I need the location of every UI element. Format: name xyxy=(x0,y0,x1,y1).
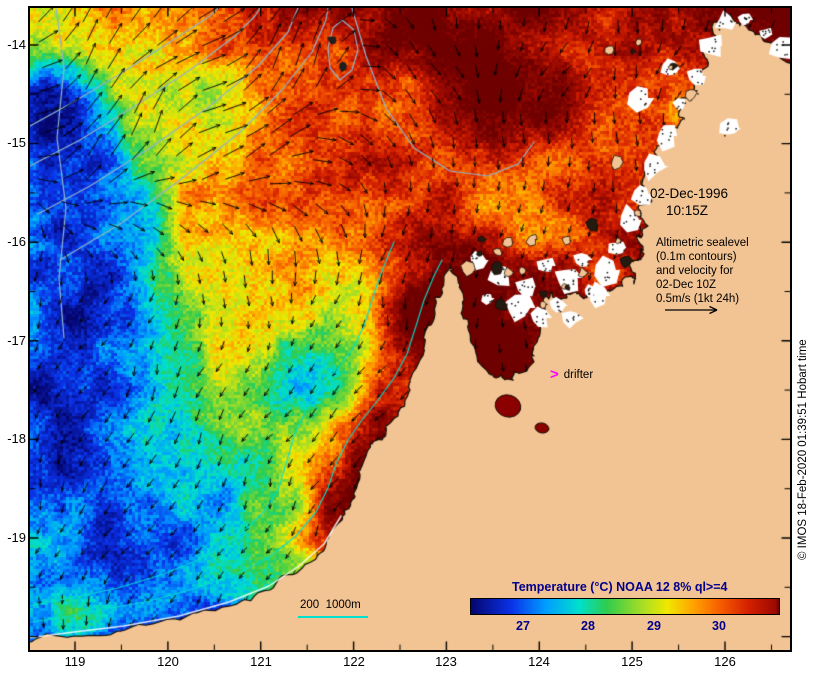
colorbar-tick-label-28: 28 xyxy=(581,619,595,633)
altimetric-line-1: Altimetric sealevel xyxy=(656,237,749,249)
sst-map-canvas xyxy=(30,8,790,650)
temperature-colorbar xyxy=(470,598,780,615)
lon-tick-label: 125 xyxy=(621,654,643,669)
lat-tick-label: -18 xyxy=(7,431,26,446)
lat-tick-label: -19 xyxy=(7,530,26,545)
lat-tick-label: -17 xyxy=(7,333,26,348)
colorbar-tick-label-27: 27 xyxy=(516,619,530,633)
bathymetry-legend-line xyxy=(298,616,368,618)
drifter-label: drifter xyxy=(563,369,594,381)
colorbar-title: Temperature (°C) NOAA 12 8% ql>=4 xyxy=(512,580,728,594)
datetime-annotation: 02-Dec-1996 10:15Z xyxy=(650,185,728,219)
colorbar-tick-label-30: 30 xyxy=(712,619,726,633)
copyright-watermark: © IMOS 18-Feb-2020 01:39:51 Hobart time xyxy=(797,339,809,560)
altimetric-line-5: 0.5m/s (1kt 24h) xyxy=(656,293,740,305)
lon-tick-label: 124 xyxy=(528,654,550,669)
date-label: 02-Dec-1996 xyxy=(650,186,729,201)
lat-tick-label: -16 xyxy=(7,234,26,249)
altimetric-line-4: 02-Dec 10Z xyxy=(656,279,717,291)
drifter-marker-icon: > xyxy=(550,366,559,383)
velocity-scale-arrow-icon xyxy=(665,305,718,315)
lon-tick-label: 120 xyxy=(157,654,179,669)
lon-tick-label: 122 xyxy=(343,654,365,669)
lon-tick-label: 121 xyxy=(250,654,272,669)
colorbar-tick-label-29: 29 xyxy=(647,619,661,633)
altimetric-line-3: and velocity for xyxy=(656,265,734,277)
altimetric-line-2: (0.1m contours) xyxy=(656,251,737,263)
lon-tick-label: 119 xyxy=(64,654,86,669)
drifter-annotation: > drifter xyxy=(550,366,593,383)
map-frame: 02-Dec-1996 10:15Z Altimetric sealevel (… xyxy=(28,6,792,652)
lon-tick-label: 123 xyxy=(435,654,457,669)
altimetric-annotation: Altimetric sealevel (0.1m contours) and … xyxy=(656,236,749,306)
lat-tick-label: -15 xyxy=(7,135,26,150)
lat-tick-label: -14 xyxy=(7,37,26,52)
bathymetry-legend-label: 200 1000m xyxy=(300,599,361,611)
time-label: 10:15Z xyxy=(666,203,709,218)
lon-tick-label: 126 xyxy=(714,654,736,669)
